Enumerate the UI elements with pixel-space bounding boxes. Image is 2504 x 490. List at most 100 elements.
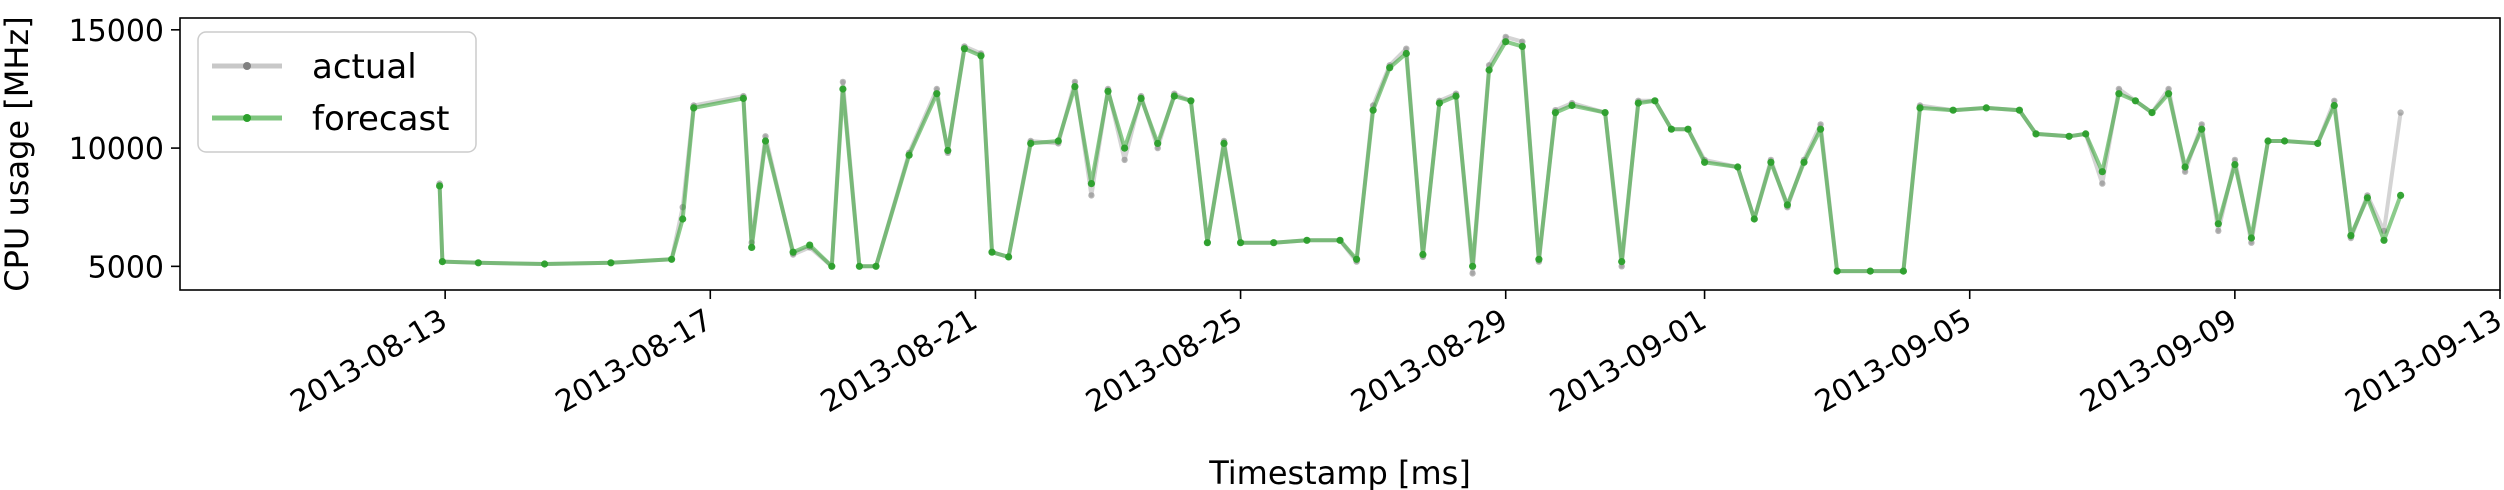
data-point-forecast [1170, 92, 1178, 100]
data-point-forecast [748, 243, 756, 251]
data-point-forecast [2148, 109, 2156, 117]
data-point-forecast [1667, 125, 1675, 133]
data-point-forecast [1237, 239, 1245, 247]
data-point-forecast [1833, 267, 1841, 275]
x-tick-label: 2013-09-01 [1544, 303, 1712, 420]
legend-marker-actual [243, 62, 251, 70]
data-point-forecast [2032, 130, 2040, 138]
legend: actual forecast [197, 31, 477, 153]
data-point-forecast [690, 104, 698, 112]
data-point-forecast [1005, 253, 1013, 261]
data-point-forecast [1899, 267, 1907, 275]
data-point-actual [2099, 180, 2106, 187]
data-point-forecast [839, 85, 847, 93]
legend-frame [197, 31, 477, 153]
data-point-forecast [1386, 64, 1394, 72]
data-point-forecast [1336, 236, 1344, 244]
data-point-forecast [1734, 163, 1742, 171]
data-point-forecast [2281, 137, 2289, 145]
plot-frame [179, 17, 2501, 291]
data-point-forecast [2115, 90, 2123, 98]
data-point-forecast [1402, 49, 1410, 58]
data-point-forecast [2314, 139, 2322, 147]
data-point-forecast [2330, 101, 2338, 110]
y-axis-label: CPU usage [MHz] [0, 16, 36, 291]
data-point-forecast [855, 262, 864, 270]
data-point-forecast [1551, 109, 1559, 117]
data-point-forecast [436, 182, 444, 190]
data-point-forecast [2015, 106, 2023, 114]
data-point-forecast [1502, 38, 1510, 46]
data-point-forecast [2264, 137, 2272, 145]
data-point-forecast [2347, 232, 2355, 240]
data-point-forecast [1353, 255, 1361, 263]
data-point-forecast [789, 248, 797, 256]
data-point-forecast [1485, 66, 1493, 74]
data-point-forecast [679, 215, 687, 223]
data-point-forecast [944, 146, 952, 155]
y-tick-label: 10000 [69, 132, 164, 167]
data-point-forecast [1220, 139, 1228, 147]
data-point-forecast [1651, 97, 1659, 105]
data-point-forecast [2131, 97, 2139, 105]
data-point-forecast [2181, 163, 2189, 171]
y-tick-label: 15000 [69, 14, 164, 49]
data-point-forecast [1701, 158, 1709, 166]
data-point-forecast [806, 241, 814, 249]
data-point-forecast [1369, 106, 1377, 114]
data-point-forecast [1419, 250, 1427, 259]
data-point-forecast [1087, 180, 1095, 188]
series-line-forecast [437, 39, 2403, 274]
data-point-forecast [1518, 42, 1526, 51]
data-point-actual [1121, 156, 1128, 164]
x-tick-label: 2013-08-17 [550, 303, 718, 420]
data-point-forecast [2397, 191, 2405, 199]
data-point-forecast [1783, 201, 1791, 209]
data-point-forecast [1684, 125, 1692, 133]
data-point-forecast [2214, 220, 2222, 228]
data-point-forecast [1767, 158, 1775, 166]
data-point-forecast [1469, 262, 1477, 270]
data-point-forecast [1634, 99, 1642, 107]
data-point-forecast [1866, 267, 1874, 275]
data-point-forecast [2082, 130, 2090, 138]
y-axis: 5000 10000 15000 [69, 14, 180, 285]
x-axis-label: Timestamp [ms] [1208, 454, 1471, 490]
data-point-forecast [2065, 132, 2073, 140]
data-point-forecast [828, 262, 836, 270]
data-point-forecast [1435, 99, 1443, 107]
x-tick-label: 2013-09-09 [2074, 303, 2242, 420]
data-point-forecast [1187, 97, 1195, 105]
data-point-forecast [1104, 87, 1112, 95]
data-point-forecast [2198, 125, 2206, 133]
data-point-forecast [1817, 125, 1825, 133]
data-point-forecast [1535, 255, 1543, 263]
x-tick-label: 2013-08-13 [285, 303, 453, 420]
data-point-actual [1088, 192, 1095, 199]
data-point-forecast [2098, 168, 2106, 176]
legend-entry-forecast: forecast [212, 99, 450, 139]
data-point-forecast [1750, 215, 1758, 223]
data-point-forecast [438, 258, 446, 266]
data-point-forecast [1071, 83, 1079, 91]
legend-label-actual: actual [312, 47, 417, 87]
x-axis: 2013-08-13 2013-08-17 2013-08-21 2013-08-25… [285, 290, 2504, 420]
data-point-forecast [977, 52, 985, 60]
data-point-actual [2397, 109, 2404, 116]
x-tick-label: 2013-08-25 [1080, 303, 1248, 420]
data-point-forecast [1982, 104, 1990, 112]
data-point-actual [2215, 227, 2222, 235]
data-point-forecast [872, 262, 880, 270]
data-point-forecast [960, 45, 969, 53]
x-tick-label: 2013-08-21 [815, 303, 983, 420]
data-point-actual [1469, 270, 1476, 277]
data-point-forecast [1452, 92, 1460, 100]
data-point-forecast [1949, 106, 1957, 114]
data-point-forecast [933, 90, 941, 98]
data-point-forecast [1270, 239, 1278, 247]
data-point-forecast [668, 255, 676, 263]
series-forecast [436, 38, 2405, 275]
data-point-forecast [905, 151, 913, 159]
data-point-forecast [2247, 234, 2255, 242]
